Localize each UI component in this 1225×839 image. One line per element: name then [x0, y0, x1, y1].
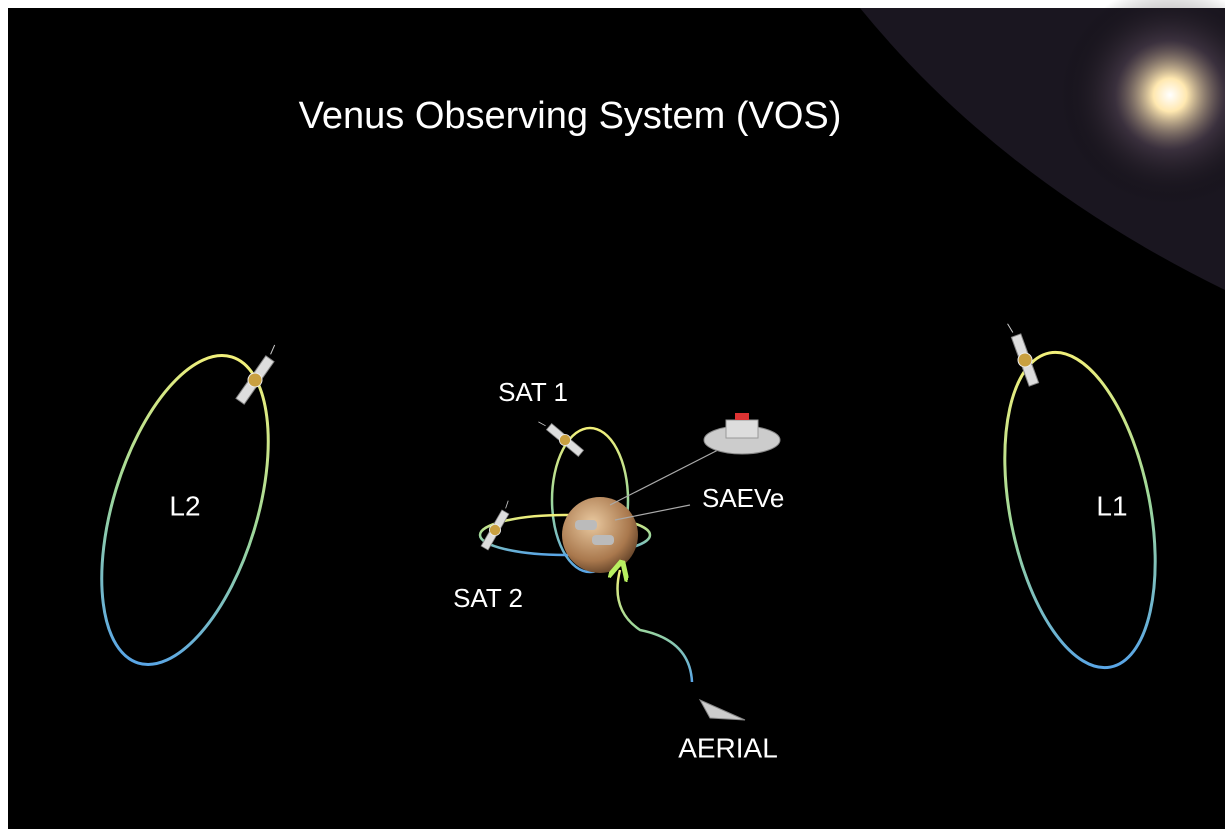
- label: SAT 1: [498, 377, 568, 407]
- slide: Venus Observing System (VOS) L2 L1 SAT 1…: [0, 0, 1225, 839]
- label: SAT 2: [453, 583, 523, 613]
- label: AERIAL: [678, 732, 778, 763]
- title: Venus Observing System (VOS): [299, 95, 842, 137]
- label: SAEVe: [702, 483, 784, 513]
- lander: [592, 535, 614, 545]
- diagram: Venus Observing System (VOS) L2 L1 SAT 1…: [0, 0, 1225, 839]
- lander: [575, 520, 597, 530]
- label: L1: [1096, 490, 1127, 521]
- label: L2: [169, 490, 200, 521]
